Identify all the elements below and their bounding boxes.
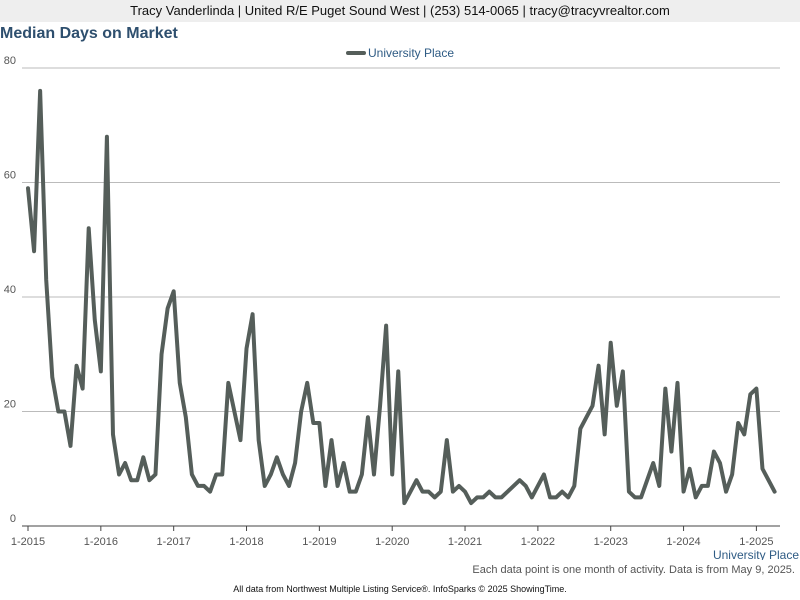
x-tick-label-1-2020: 1-2020 [375,536,409,548]
legend[interactable]: University Place [346,46,454,60]
y-tick-label-80: 80 [4,55,16,67]
header-bar: Tracy Vanderlinda | United R/E Puget Sou… [0,0,800,22]
x-tick-label-1-2019: 1-2019 [302,536,336,548]
x-tick-label-1-2017: 1-2017 [157,536,191,548]
chart-title: Median Days on Market [0,25,178,42]
footnote: Each data point is one month of activity… [472,564,795,576]
line-chart: 0 20 40 60 80 1-2015 1-2016 1-2017 1-2018 1-2019… [4,46,800,560]
x-axis-label: University Place [713,548,799,560]
x-tick-label-1-2016: 1-2016 [84,536,118,548]
x-tick-label-1-2022: 1-2022 [521,536,555,548]
y-tick-label-20: 20 [4,399,16,411]
x-tick-label-1-2024: 1-2024 [666,536,700,548]
header-contact-text: Tracy Vanderlinda | United R/E Puget Sou… [130,3,670,18]
legend-label[interactable]: University Place [368,46,454,60]
y-tick-label-40: 40 [4,284,16,296]
series-line-university-place[interactable] [26,88,777,506]
y-tick-label-0: 0 [10,513,16,525]
x-axis: 1-2015 1-2016 1-2017 1-2018 1-2019 1-2020 1-20… [11,525,799,560]
y-tick-label-60: 60 [4,170,16,182]
y-axis-tick-labels: 0 20 40 60 80 [4,55,16,525]
x-tick-label-1-2025: 1-2025 [739,536,773,548]
x-tick-label-1-2015: 1-2015 [11,536,45,548]
data-credits: All data from Northwest Multiple Listing… [233,584,567,594]
x-tick-label-1-2023: 1-2023 [594,536,628,548]
series-layer [26,88,777,506]
x-tick-label-1-2018: 1-2018 [229,536,263,548]
x-tick-label-1-2021: 1-2021 [448,536,482,548]
